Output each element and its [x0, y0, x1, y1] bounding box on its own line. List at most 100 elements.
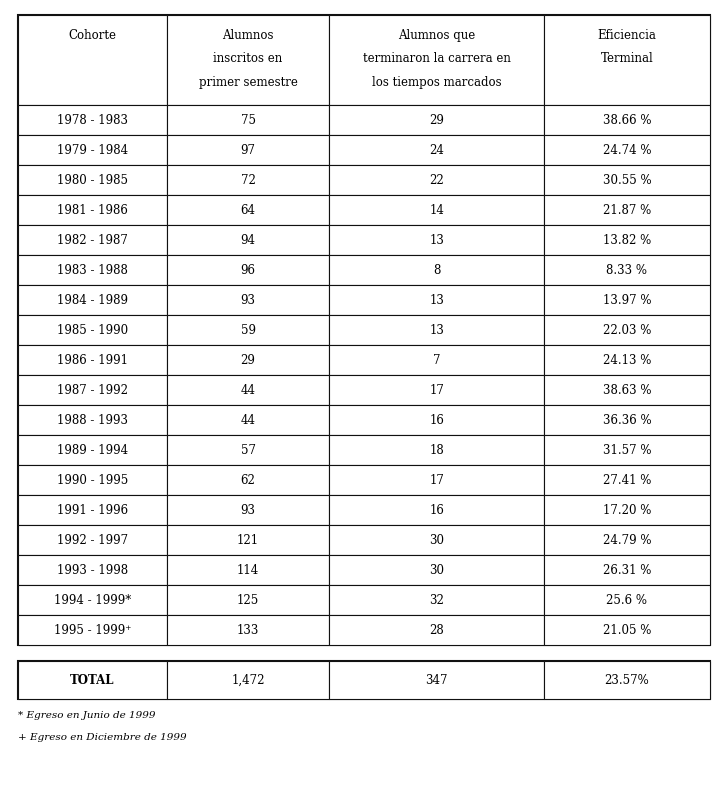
Bar	[329, 285, 544, 315]
Text: 26.31 %: 26.31 %	[603, 563, 651, 577]
Bar	[18, 345, 167, 375]
Bar	[329, 345, 544, 375]
Bar	[167, 525, 329, 555]
Bar	[544, 405, 710, 435]
Bar	[544, 525, 710, 555]
Bar	[167, 585, 329, 615]
Bar	[329, 135, 544, 165]
Text: 1982 - 1987: 1982 - 1987	[57, 233, 128, 247]
Bar	[167, 345, 329, 375]
Bar	[18, 615, 167, 645]
Text: 32: 32	[430, 593, 444, 607]
Bar	[329, 405, 544, 435]
Bar	[18, 15, 167, 105]
Text: 17: 17	[430, 384, 444, 396]
Bar	[544, 435, 710, 465]
Text: 1986 - 1991: 1986 - 1991	[57, 354, 128, 366]
Text: 93: 93	[240, 504, 256, 516]
Text: 1985 - 1990: 1985 - 1990	[57, 324, 128, 336]
Bar	[329, 15, 544, 105]
Bar	[18, 405, 167, 435]
Text: 114: 114	[237, 563, 259, 577]
Text: 75: 75	[240, 113, 256, 127]
Text: 13: 13	[430, 293, 444, 307]
Bar	[18, 165, 167, 195]
Bar	[329, 195, 544, 225]
Bar	[329, 225, 544, 255]
Bar	[18, 495, 167, 525]
Text: Eficiencia: Eficiencia	[598, 28, 657, 42]
Text: 1981 - 1986: 1981 - 1986	[57, 203, 128, 217]
Text: 1978 - 1983: 1978 - 1983	[57, 113, 128, 127]
Text: 29: 29	[430, 113, 444, 127]
Text: 31.57 %: 31.57 %	[603, 444, 652, 456]
Text: 1979 - 1984: 1979 - 1984	[57, 143, 128, 157]
Bar	[18, 375, 167, 405]
Text: 17: 17	[430, 474, 444, 486]
Bar	[167, 255, 329, 285]
Bar	[167, 615, 329, 645]
Text: 14: 14	[430, 203, 444, 217]
Bar	[544, 285, 710, 315]
Bar	[329, 615, 544, 645]
Text: 30: 30	[430, 563, 444, 577]
Text: 1992 - 1997: 1992 - 1997	[57, 533, 128, 547]
Bar	[544, 661, 710, 699]
Bar	[544, 225, 710, 255]
Bar	[544, 165, 710, 195]
Text: 8.33 %: 8.33 %	[606, 263, 647, 277]
Text: 94: 94	[240, 233, 256, 247]
Text: 8: 8	[433, 263, 440, 277]
Text: 1983 - 1988: 1983 - 1988	[57, 263, 128, 277]
Bar	[329, 555, 544, 585]
Bar	[167, 165, 329, 195]
Text: 38.66 %: 38.66 %	[603, 113, 652, 127]
Text: 44: 44	[240, 384, 256, 396]
Bar	[167, 105, 329, 135]
Bar	[18, 195, 167, 225]
Text: 21.87 %: 21.87 %	[603, 203, 651, 217]
Text: 1984 - 1989: 1984 - 1989	[57, 293, 128, 307]
Text: 59: 59	[240, 324, 256, 336]
Text: Cohorte: Cohorte	[68, 28, 116, 42]
Bar	[167, 135, 329, 165]
Text: 28: 28	[430, 623, 444, 637]
Text: 57: 57	[240, 444, 256, 456]
Bar	[167, 405, 329, 435]
Bar	[18, 555, 167, 585]
Bar	[167, 435, 329, 465]
Text: 16: 16	[430, 414, 444, 426]
Text: 1980 - 1985: 1980 - 1985	[57, 173, 128, 187]
Text: 1990 - 1995: 1990 - 1995	[57, 474, 128, 486]
Bar	[167, 465, 329, 495]
Bar	[329, 495, 544, 525]
Bar	[544, 555, 710, 585]
Text: 64: 64	[240, 203, 256, 217]
Bar	[18, 315, 167, 345]
Text: 24.74 %: 24.74 %	[603, 143, 652, 157]
Bar	[167, 555, 329, 585]
Bar	[544, 15, 710, 105]
Text: 23.57%: 23.57%	[604, 674, 649, 686]
Text: terminaron la carrera en: terminaron la carrera en	[363, 52, 510, 65]
Text: * Egreso en Junio de 1999: * Egreso en Junio de 1999	[18, 711, 156, 720]
Text: 25.6 %: 25.6 %	[606, 593, 647, 607]
Text: 13.82 %: 13.82 %	[603, 233, 651, 247]
Text: 121: 121	[237, 533, 259, 547]
Text: + Egreso en Diciembre de 1999: + Egreso en Diciembre de 1999	[18, 733, 186, 742]
Bar	[544, 105, 710, 135]
Text: 13: 13	[430, 324, 444, 336]
Bar	[329, 315, 544, 345]
Text: 24.13 %: 24.13 %	[603, 354, 651, 366]
Bar	[167, 195, 329, 225]
Bar	[329, 525, 544, 555]
Text: 1994 - 1999*: 1994 - 1999*	[54, 593, 131, 607]
Bar	[544, 135, 710, 165]
Text: 21.05 %: 21.05 %	[603, 623, 651, 637]
Bar	[18, 435, 167, 465]
Bar	[18, 525, 167, 555]
Text: 72: 72	[241, 173, 256, 187]
Bar	[18, 661, 710, 699]
Bar	[18, 661, 167, 699]
Text: 38.63 %: 38.63 %	[603, 384, 652, 396]
